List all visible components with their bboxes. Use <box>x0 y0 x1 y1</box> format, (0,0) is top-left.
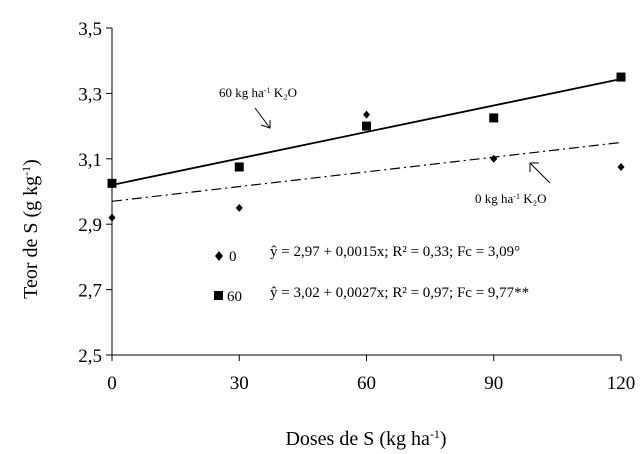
x-ticks: 0 30 60 90 120 <box>107 355 635 394</box>
x-tick-label: 120 <box>607 373 636 394</box>
y-tick-label: 3,1 <box>78 150 102 171</box>
y-axis-title: Teor de S (g kg-1) <box>19 159 42 299</box>
x-tick-label: 60 <box>357 373 376 394</box>
trend-lines <box>111 78 622 202</box>
x-tick-label: 30 <box>230 373 249 394</box>
annotation-60-k2o: 60 kg ha-1 K₂O <box>219 85 297 100</box>
data-point-60 <box>234 162 244 172</box>
trend-line-0 <box>111 141 622 202</box>
annotation-0-arrow <box>529 162 551 184</box>
data-point-0 <box>617 162 625 171</box>
y-tick-label: 2,9 <box>78 215 102 236</box>
x-axis-title: Doses de S (kg ha-1) <box>285 427 446 450</box>
legend-marker-60 <box>214 291 223 300</box>
x-tick-label: 90 <box>484 373 503 394</box>
annotation-0-arrowhead <box>529 162 539 172</box>
y-tick-label: 2,7 <box>78 281 102 302</box>
trend-line-60 <box>111 78 622 186</box>
legend-equation-60: ŷ = 3,02 + 0,0027x; R² = 0,97; Fc = 9,77… <box>270 285 529 301</box>
data-point-0 <box>490 154 498 163</box>
data-point-60 <box>616 72 626 82</box>
annotation-0-k2o: 0 kg ha-1 K₂O <box>475 191 547 206</box>
legend-equation-0: ŷ = 2,97 + 0,0015x; R² = 0,33; Fc = 3,09… <box>270 244 520 260</box>
data-point-60 <box>107 178 117 188</box>
y-tick-label: 2,5 <box>78 346 102 367</box>
y-tick-label: 3,3 <box>78 84 102 105</box>
y-ticks: 2,5 2,7 2,9 3,1 3,3 3,5 <box>78 19 112 367</box>
x-tick-label: 0 <box>107 373 117 394</box>
data-point-0 <box>108 213 116 222</box>
legend: 0 ŷ = 2,97 + 0,0015x; R² = 0,33; Fc = 3,… <box>214 244 529 305</box>
data-point-0 <box>363 110 370 119</box>
data-points <box>107 72 626 222</box>
legend-label-0: 0 <box>229 249 237 265</box>
data-point-0 <box>235 203 243 212</box>
y-tick-label: 3,5 <box>78 19 102 40</box>
data-point-60 <box>489 113 499 123</box>
annotation-60-arrow <box>254 107 271 129</box>
legend-label-60: 60 <box>227 289 242 305</box>
annotation-60-arrowhead <box>260 120 271 129</box>
legend-marker-0 <box>215 251 223 261</box>
data-point-60 <box>362 121 371 131</box>
